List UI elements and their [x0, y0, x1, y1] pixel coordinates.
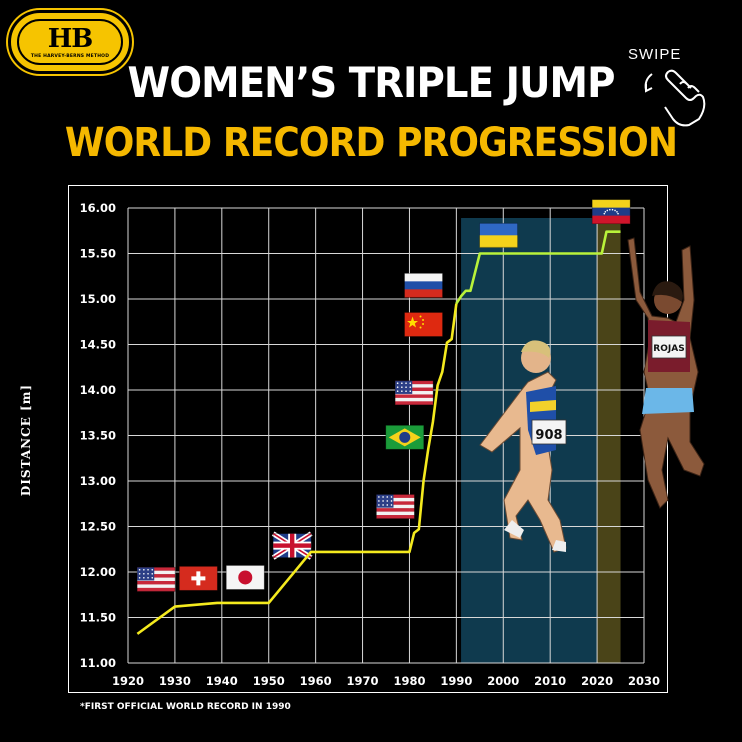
swipe-label: SWIPE — [628, 46, 682, 63]
athlete-rojas-figure: ROJAS — [627, 237, 705, 509]
swipe-hint[interactable]: SWIPE — [622, 40, 722, 130]
x-tick-label: 1940 — [206, 674, 238, 688]
page-title: WOMEN’S TRIPLE JUMP — [127, 58, 616, 107]
series-line-recent — [455, 230, 621, 305]
y-tick-label: 11.50 — [80, 611, 116, 625]
hb-logo: HB THE HARVEY-BERNS METHOD — [8, 10, 132, 74]
y-tick-label: 13.50 — [80, 429, 116, 443]
y-tick-label: 15.00 — [80, 292, 116, 306]
x-tick-label: 1930 — [159, 674, 191, 688]
flag-brazil-icon — [385, 424, 425, 450]
logo-tagline: THE HARVEY-BERNS METHOD — [30, 53, 110, 59]
y-tick-label: 16.00 — [80, 201, 116, 215]
y-tick-label: 12.00 — [80, 565, 116, 579]
footnote: *FIRST OFFICIAL WORLD RECORD IN 1990 — [80, 702, 291, 712]
highlight-band-gold — [597, 218, 621, 663]
x-tick-label: 2030 — [628, 674, 660, 688]
flag-japan-icon — [225, 565, 265, 590]
athlete-ukraine-figure: 908 — [479, 340, 567, 553]
y-axis-label: DISTANCE [m] — [19, 383, 33, 497]
page-subtitle: WORLD RECORD PROGRESSION — [64, 120, 678, 166]
x-tick-label: 1960 — [300, 674, 332, 688]
flag-switzerland-icon — [178, 565, 218, 591]
flag-russia-icon — [404, 272, 443, 298]
flag-ukraine-icon — [479, 222, 518, 248]
flag-china-icon — [404, 312, 443, 337]
x-tick-label: 1970 — [347, 674, 379, 688]
bib-number: 908 — [535, 428, 562, 443]
x-tick-label: 1990 — [440, 674, 472, 688]
flag-venezuela-icon — [591, 199, 631, 225]
flag-united-kingdom-icon — [271, 531, 313, 560]
x-tick-label: 1920 — [112, 674, 144, 688]
y-tick-label: 12.50 — [80, 520, 116, 534]
y-tick-label: 11.00 — [80, 656, 116, 670]
series-line-early — [136, 303, 458, 635]
athlete-name-label: ROJAS — [653, 344, 684, 354]
x-tick-label: 2020 — [581, 674, 613, 688]
swipe-hand-icon — [644, 69, 706, 127]
x-tick-label: 2000 — [487, 674, 519, 688]
logo-mark: HB — [47, 23, 94, 54]
flag-usa-icon — [394, 380, 434, 406]
flag-usa-icon — [136, 566, 176, 592]
x-tick-label: 1980 — [393, 674, 425, 688]
y-tick-label: 14.00 — [80, 383, 116, 397]
y-tick-label: 13.00 — [80, 474, 116, 488]
y-tick-label: 15.50 — [80, 247, 116, 261]
x-tick-label: 1950 — [253, 674, 285, 688]
y-tick-label: 14.50 — [80, 338, 116, 352]
x-tick-label: 2010 — [534, 674, 566, 688]
flag-usa-icon — [375, 494, 415, 519]
